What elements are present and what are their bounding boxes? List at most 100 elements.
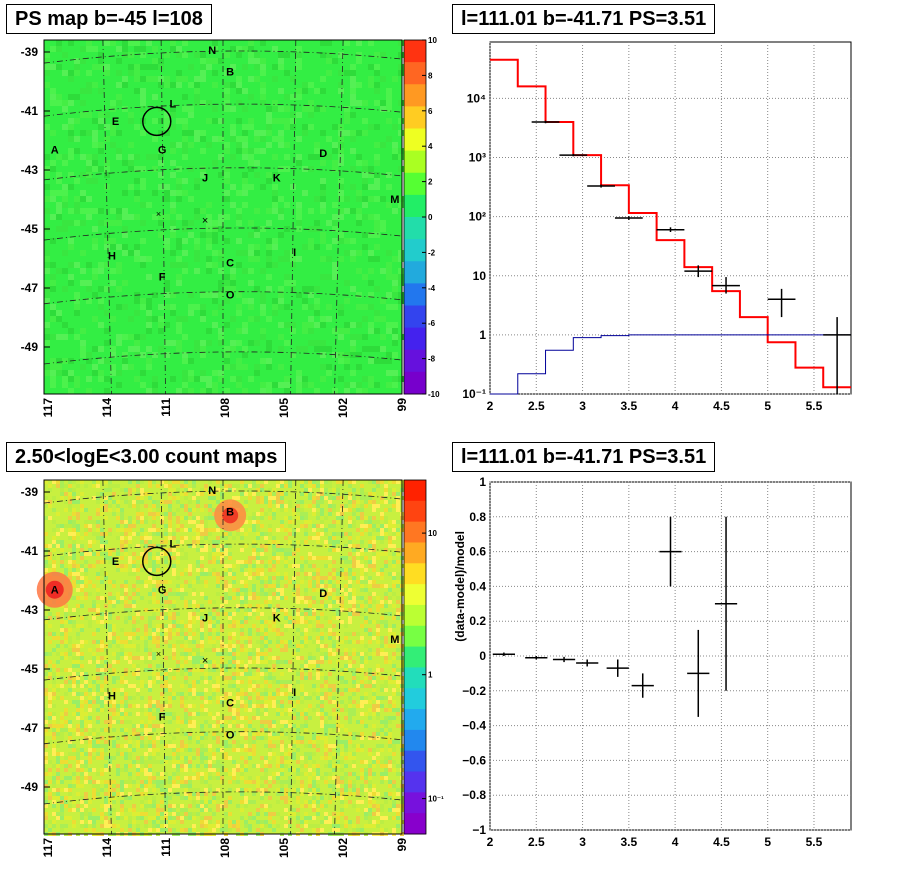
map-pixel (384, 652, 388, 656)
map-pixel (392, 536, 396, 540)
map-pixel (320, 88, 326, 94)
map-pixel (252, 540, 256, 544)
map-pixel (388, 704, 392, 708)
map-pixel (376, 480, 380, 484)
map-pixel (316, 688, 320, 692)
map-pixel (328, 536, 332, 540)
map-pixel (104, 660, 108, 664)
map-pixel (192, 632, 196, 636)
map-pixel (96, 628, 100, 632)
map-pixel (248, 148, 254, 154)
map-pixel (168, 720, 172, 724)
map-pixel (48, 488, 52, 492)
map-pixel (172, 764, 176, 768)
map-pixel (100, 560, 104, 564)
map-pixel (396, 576, 400, 580)
map-pixel (340, 604, 344, 608)
map-pixel (332, 640, 336, 644)
map-pixel (200, 544, 204, 548)
map-pixel (236, 716, 240, 720)
map-pixel (170, 172, 176, 178)
map-pixel (320, 484, 324, 488)
map-pixel (172, 744, 176, 748)
map-pixel (266, 124, 272, 130)
map-pixel (180, 656, 184, 660)
map-pixel (128, 214, 134, 220)
map-pixel (348, 652, 352, 656)
map-pixel (392, 680, 396, 684)
map-pixel (92, 166, 98, 172)
map-pixel (60, 628, 64, 632)
map-pixel (52, 664, 56, 668)
map-pixel (384, 676, 388, 680)
map-pixel (220, 748, 224, 752)
map-pixel (148, 704, 152, 708)
map-pixel (292, 712, 296, 716)
map-pixel (56, 660, 60, 664)
map-pixel (208, 772, 212, 776)
map-pixel (384, 552, 388, 556)
map-pixel (48, 768, 52, 772)
map-pixel (188, 166, 194, 172)
map-pixel (96, 620, 100, 624)
map-pixel (64, 756, 68, 760)
map-pixel (172, 572, 176, 576)
map-pixel (146, 154, 152, 160)
map-pixel (60, 540, 64, 544)
map-pixel (52, 564, 56, 568)
map-pixel (182, 148, 188, 154)
map-pixel (240, 600, 244, 604)
map-pixel (62, 286, 68, 292)
map-pixel (148, 568, 152, 572)
map-pixel (68, 552, 72, 556)
map-pixel (84, 572, 88, 576)
map-pixel (140, 76, 146, 82)
map-pixel (396, 480, 400, 484)
map-pixel (290, 112, 296, 118)
map-pixel (260, 548, 264, 552)
map-pixel (266, 208, 272, 214)
map-pixel (188, 712, 192, 716)
map-pixel (218, 250, 224, 256)
map-pixel (384, 500, 388, 504)
map-pixel (96, 604, 100, 608)
map-pixel (396, 584, 400, 588)
map-pixel (260, 544, 264, 548)
map-pixel (224, 484, 228, 488)
map-pixel (278, 298, 284, 304)
map-pixel (172, 600, 176, 604)
map-pixel (260, 516, 264, 520)
map-pixel (308, 488, 312, 492)
map-pixel (128, 40, 134, 46)
colorbar-tick: -8 (428, 355, 436, 364)
map-pixel (344, 704, 348, 708)
map-pixel (224, 52, 230, 58)
map-pixel (244, 504, 248, 508)
map-pixel (132, 628, 136, 632)
map-pixel (216, 480, 220, 484)
map-pixel (148, 680, 152, 684)
map-pixel (128, 704, 132, 708)
map-pixel (304, 596, 308, 600)
map-pixel (290, 328, 296, 334)
map-pixel (392, 376, 398, 382)
map-pixel (320, 76, 326, 82)
map-pixel (348, 732, 352, 736)
map-pixel (272, 736, 276, 740)
map-pixel (92, 238, 98, 244)
map-pixel (284, 756, 288, 760)
map-pixel (348, 540, 352, 544)
map-pixel (248, 660, 252, 664)
map-pixel (248, 704, 252, 708)
map-pixel (140, 500, 144, 504)
map-pixel (344, 652, 348, 656)
map-pixel (352, 712, 356, 716)
map-pixel (244, 616, 248, 620)
map-pixel (312, 528, 316, 532)
map-pixel (236, 604, 240, 608)
map-pixel (284, 708, 288, 712)
map-pixel (320, 712, 324, 716)
map-pixel (98, 304, 104, 310)
map-pixel (144, 560, 148, 564)
map-pixel (144, 624, 148, 628)
